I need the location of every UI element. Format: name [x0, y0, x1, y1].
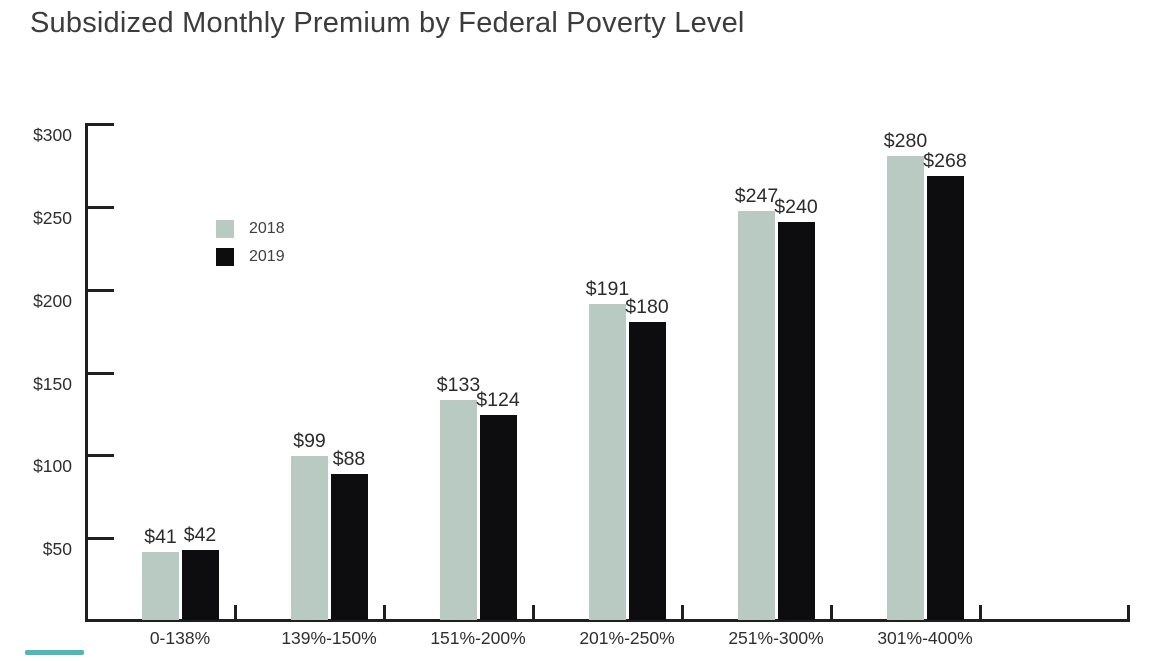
bar-2019-3	[628, 321, 666, 620]
bar-value-label-2019-0: $42	[183, 524, 217, 547]
y-axis-label-200: $200	[33, 291, 72, 311]
bar-value-label-2018-2: $133	[436, 373, 481, 396]
bar-value-label-2018-4: $247	[734, 184, 779, 207]
legend-swatch-2018-icon	[216, 220, 234, 238]
y-axis-tick-150	[88, 372, 114, 375]
bar-2018-0	[142, 552, 179, 620]
x-axis-tick-3	[681, 605, 684, 619]
bar-2019-0	[181, 550, 219, 620]
bar-2018-3	[589, 303, 626, 620]
teal-accent-line	[25, 650, 84, 655]
x-axis-tick-1	[383, 605, 386, 619]
x-axis-end-tick	[1127, 605, 1130, 619]
category-label-1: 139%-150%	[281, 628, 377, 648]
category-label-4: 251%-300%	[728, 628, 824, 648]
category-label-2: 151%-200%	[430, 628, 526, 648]
y-axis-tick-50	[88, 537, 114, 540]
bar-value-label-2019-1: $88	[332, 448, 366, 471]
x-axis-tick-4	[830, 605, 833, 619]
y-axis-label-250: $250	[33, 208, 72, 228]
x-axis-tick-2	[532, 605, 535, 619]
category-label-5: 301%-400%	[877, 628, 973, 648]
y-axis-label-150: $150	[33, 374, 72, 394]
bar-value-label-2018-0: $41	[144, 526, 177, 549]
legend-swatch-2019-icon	[216, 248, 234, 266]
y-axis-label-100: $100	[33, 456, 72, 476]
bar-2019-1	[330, 474, 368, 620]
chart-title: Subsidized Monthly Premium by Federal Po…	[30, 7, 745, 39]
bar-2019-2	[479, 414, 517, 620]
y-axis-tick-250	[88, 206, 114, 209]
x-axis-tick-0	[234, 605, 237, 619]
legend-item-2018: 2018	[216, 220, 285, 238]
legend-label-2018: 2018	[249, 220, 285, 237]
bar-value-label-2019-4: $240	[774, 196, 818, 219]
bar-2018-1	[291, 455, 328, 620]
x-axis-line	[85, 619, 1130, 622]
bar-2018-2	[440, 399, 477, 620]
bar-value-label-2018-3: $191	[585, 277, 630, 300]
bar-value-label-2019-3: $180	[625, 295, 669, 318]
y-axis-tick-300	[88, 123, 114, 126]
chart-legend: 2018 2019	[216, 220, 285, 266]
bar-2019-5	[926, 176, 964, 620]
category-label-0: 0-138%	[149, 628, 211, 648]
y-axis-line	[85, 123, 88, 622]
bar-2018-4	[738, 210, 775, 620]
y-axis-tick-100	[88, 454, 114, 457]
legend-item-2019: 2019	[216, 248, 285, 266]
legend-label-2019: 2019	[249, 248, 285, 265]
y-axis-label-50: $50	[42, 539, 72, 559]
bar-value-label-2018-5: $280	[883, 130, 928, 153]
bar-value-label-2019-2: $124	[476, 388, 520, 411]
y-axis-label-300: $300	[33, 125, 72, 145]
bar-value-label-2019-5: $268	[923, 150, 967, 172]
bar-2018-5	[887, 156, 924, 620]
bar-2019-4	[777, 222, 815, 620]
y-axis-tick-200	[88, 289, 114, 292]
x-axis-tick-5	[979, 605, 982, 619]
category-label-3: 201%-250%	[579, 628, 675, 648]
bar-value-label-2018-1: $99	[293, 429, 326, 452]
